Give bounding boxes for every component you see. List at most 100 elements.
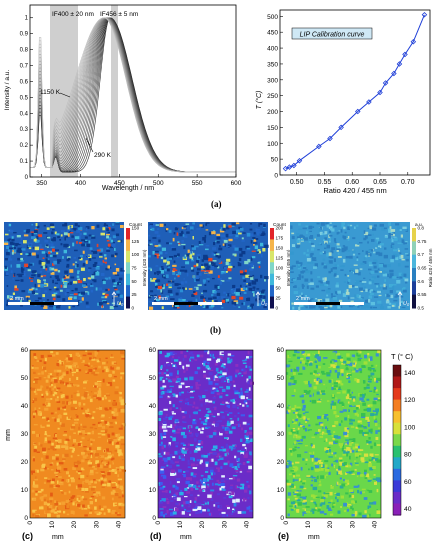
map-speckle — [109, 245, 113, 249]
map-speckle — [313, 386, 317, 390]
map-speckle — [76, 230, 81, 233]
map-speckle — [76, 264, 79, 268]
map-speckle — [193, 411, 198, 415]
map-speckle — [358, 253, 361, 255]
map-speckle — [239, 485, 244, 490]
temp-colorbar-segment — [393, 376, 401, 389]
map-speckle — [222, 271, 226, 274]
map-speckle — [81, 260, 85, 264]
map-speckle — [106, 247, 109, 249]
map-speckle — [168, 286, 172, 289]
map-speckle — [52, 384, 57, 386]
map-speckle — [330, 250, 334, 254]
map-speckle — [287, 460, 291, 462]
map-speckle — [342, 429, 345, 433]
map-speckle — [95, 461, 99, 464]
map-speckle — [239, 270, 244, 274]
map-speckle — [185, 366, 189, 371]
map-speckle — [221, 352, 225, 355]
map-speckle — [101, 475, 106, 479]
map-speckle — [321, 370, 325, 374]
map-speckle — [191, 267, 194, 269]
map-speckle — [301, 351, 305, 354]
map-speckle — [314, 433, 318, 436]
map-speckle — [83, 466, 85, 470]
map-speckle — [293, 495, 297, 497]
map-speckle — [31, 274, 36, 277]
map-speckle — [322, 363, 326, 365]
map-speckle — [33, 424, 38, 426]
map-speckle — [179, 356, 182, 361]
map-speckle — [215, 359, 219, 363]
map-speckle — [258, 250, 261, 254]
map-speckle — [346, 508, 349, 512]
map-speckle — [336, 365, 340, 369]
map-speckle — [33, 397, 38, 402]
map-speckle — [101, 296, 105, 299]
map-speckle — [240, 450, 245, 453]
map-speckle — [317, 276, 321, 279]
map-speckle — [360, 305, 364, 309]
map-speckle — [318, 306, 323, 309]
map-speckle — [183, 352, 188, 355]
map-speckle — [330, 499, 333, 502]
map-speckle — [384, 247, 387, 250]
map-speckle — [299, 235, 304, 238]
map-speckle — [319, 242, 322, 244]
map-speckle — [255, 238, 259, 240]
map-speckle — [324, 447, 327, 450]
map-speckle — [75, 485, 78, 490]
map-speckle — [336, 471, 339, 475]
map-speckle — [221, 479, 225, 483]
map-speckle — [209, 306, 213, 309]
map-xlabel: mm — [180, 534, 192, 541]
map-speckle — [32, 456, 36, 460]
map-speckle — [30, 231, 35, 233]
map-speckle — [54, 282, 58, 284]
map-speckle — [165, 374, 170, 377]
map-speckle — [359, 399, 363, 403]
map-speckle — [59, 375, 64, 379]
map-speckle — [192, 475, 197, 478]
map-speckle — [90, 495, 95, 498]
map-speckle — [331, 352, 336, 356]
map-speckle — [45, 244, 49, 247]
map-speckle — [174, 227, 179, 231]
map-speckle — [374, 454, 379, 456]
map-speckle — [104, 421, 108, 424]
map-speckle — [298, 223, 301, 226]
spectrum-curve — [30, 17, 236, 173]
map-speckle — [189, 450, 192, 454]
map-ytick-label: 0 — [152, 515, 156, 522]
map-speckle — [343, 450, 346, 454]
map-speckle — [192, 420, 197, 425]
map-speckle — [234, 247, 239, 251]
map-speckle — [65, 438, 70, 441]
map-speckle — [69, 269, 74, 273]
map-speckle — [95, 371, 100, 374]
map-speckle — [321, 382, 324, 387]
map-speckle — [56, 387, 61, 390]
map-speckle — [292, 448, 295, 452]
map-speckle — [228, 238, 233, 242]
map-speckle — [90, 441, 93, 444]
map-speckle — [350, 419, 355, 422]
map-speckle — [222, 426, 225, 429]
map-speckle — [106, 288, 110, 291]
map-speckle — [330, 227, 332, 231]
map-speckle — [310, 254, 313, 258]
map-speckle — [309, 372, 313, 375]
map-speckle — [237, 262, 240, 264]
map-speckle — [323, 266, 327, 268]
map-speckle — [380, 303, 383, 308]
map-speckle — [93, 396, 98, 399]
map-speckle — [325, 448, 329, 450]
map-speckle — [168, 283, 172, 287]
map-speckle — [221, 475, 225, 478]
map-speckle — [226, 448, 229, 453]
map-speckle — [166, 509, 169, 514]
map-speckle — [239, 463, 243, 466]
map-speckle — [250, 303, 254, 307]
map-speckle — [93, 365, 98, 368]
map-speckle — [212, 445, 218, 449]
